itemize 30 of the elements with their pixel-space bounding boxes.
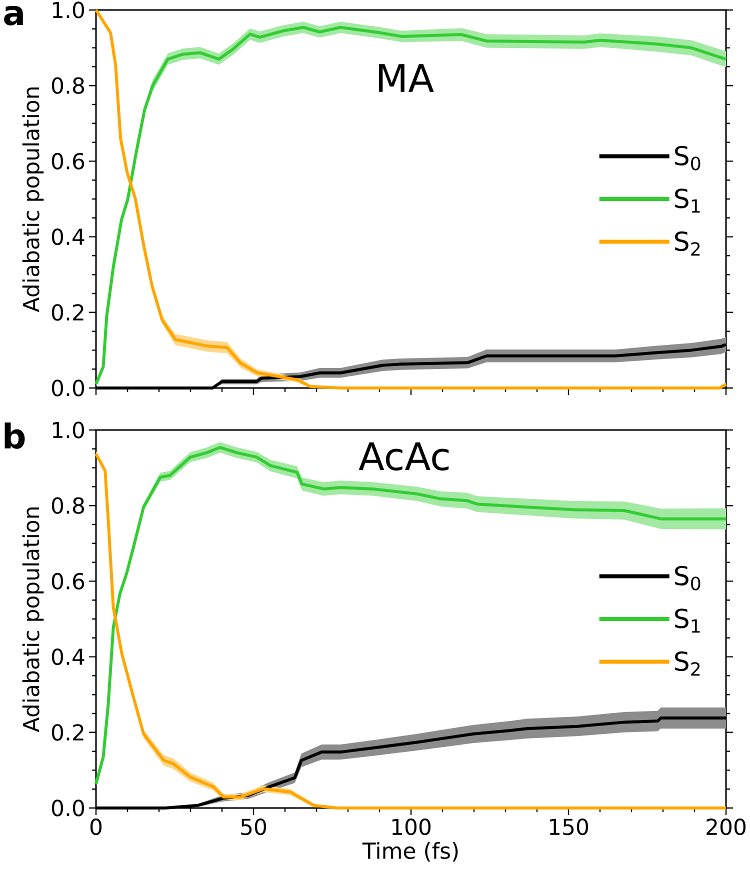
y-tick-label: 0.6 [52, 572, 84, 590]
annotation: MA [379, 64, 434, 92]
x-tick-label: 200 [706, 818, 746, 836]
y-tick-label: 0.2 [52, 304, 84, 321]
y-tick-label: 0.2 [52, 724, 84, 741]
y-axis-title: Adiabatic population [22, 88, 44, 312]
y-tick-label: 0.6 [52, 152, 84, 170]
y-tick-label: 0.8 [52, 497, 84, 514]
legend-label: S$_{2}$ [675, 231, 700, 256]
legend-label: S$_{0}$ [675, 146, 700, 170]
x-tick-label: 150 [550, 818, 588, 836]
y-tick-label: 0.0 [52, 800, 84, 816]
y-tick-label: 0.4 [52, 228, 84, 246]
y-tick-label: 1.0 [52, 422, 84, 438]
annotation: AcAc [358, 442, 449, 471]
legend-label: S$_{0}$ [675, 566, 700, 590]
y-axis-title: Adiabatic population [22, 508, 44, 732]
x-tick-label: 50 [241, 818, 266, 836]
x-tick-label: 100 [392, 818, 431, 836]
y-tick-label: 0.4 [52, 648, 84, 666]
y-tick-label: 0.8 [52, 77, 84, 94]
x-tick-label: 0 [90, 818, 102, 836]
legend-label: S$_{1}$ [675, 608, 700, 633]
text: a [4, 6, 23, 26]
y-tick-label: 0.0 [52, 380, 84, 396]
y-tick-label: 1.0 [52, 2, 84, 18]
x-axis-title: Time (fs) [362, 842, 458, 862]
legend-label: S$_{2}$ [675, 651, 700, 676]
text: b [4, 422, 25, 449]
legend-label: S$_{1}$ [675, 188, 700, 213]
